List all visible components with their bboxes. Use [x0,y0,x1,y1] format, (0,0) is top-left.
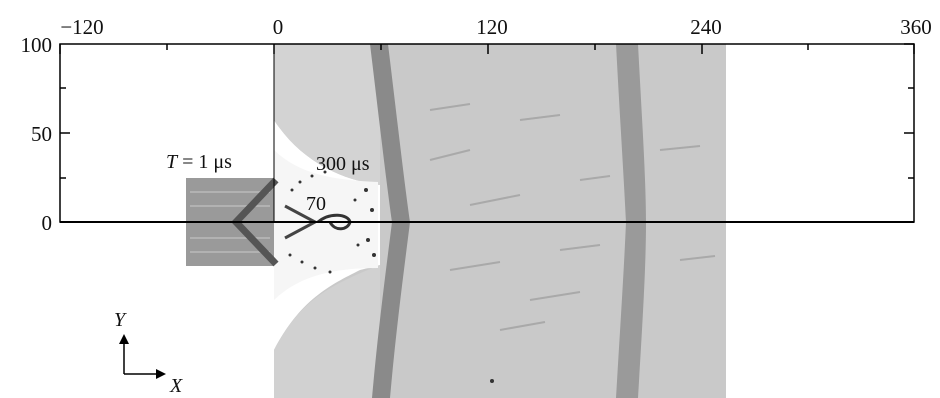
x-arrow-icon [156,369,166,379]
streaks [429,103,716,331]
axes-indicator: Y X [114,309,183,397]
x-tick-label: 120 [476,15,508,39]
x-tick-label: −120 [60,15,103,39]
time-label-mid: 70 [306,193,326,215]
x-tick-label: 240 [690,15,722,39]
y-tick-label: 0 [42,211,53,235]
time-value: = 1 μs [177,151,232,173]
x-tick-label: 360 [900,15,932,39]
y-tick-label: 100 [21,33,53,57]
cavity-lower [274,265,380,398]
axis-x-label: X [169,375,183,397]
tick-marks [59,43,915,223]
x-tick-label: 0 [273,15,284,39]
cavity-void [274,150,378,300]
y-arrow-icon [119,334,129,344]
time-label-initial: T = 1 μs [166,151,232,173]
debris [288,170,494,383]
cavity-upper [274,44,380,185]
axis-y-label: Y [114,309,127,331]
time-var: T [166,151,179,173]
y-tick-label: 50 [31,122,52,146]
time-label-final: 300 μs [316,153,370,175]
